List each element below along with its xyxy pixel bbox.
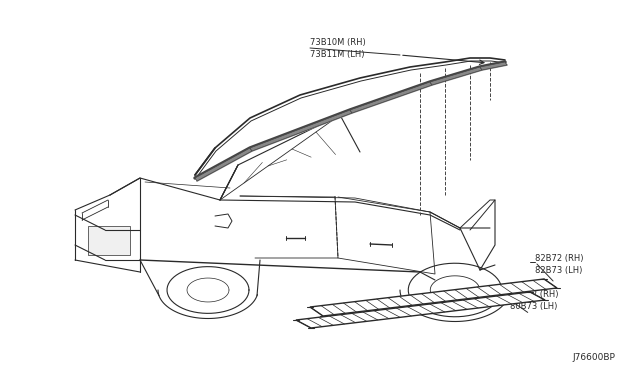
Polygon shape <box>430 67 482 85</box>
Polygon shape <box>250 110 352 151</box>
Text: 73B10M (RH): 73B10M (RH) <box>310 38 365 46</box>
Polygon shape <box>310 279 557 316</box>
Text: 73B11M (LH): 73B11M (LH) <box>310 49 365 58</box>
Polygon shape <box>195 148 252 181</box>
Text: 80B73 (LH): 80B73 (LH) <box>510 302 557 311</box>
Polygon shape <box>480 62 507 70</box>
Polygon shape <box>296 292 545 328</box>
Text: J76600BP: J76600BP <box>572 353 615 362</box>
Polygon shape <box>88 226 130 255</box>
Text: 80B72 (RH): 80B72 (RH) <box>510 291 559 299</box>
Text: 82B73 (LH): 82B73 (LH) <box>535 266 582 275</box>
Polygon shape <box>350 82 432 113</box>
Text: 82B72 (RH): 82B72 (RH) <box>535 253 584 263</box>
